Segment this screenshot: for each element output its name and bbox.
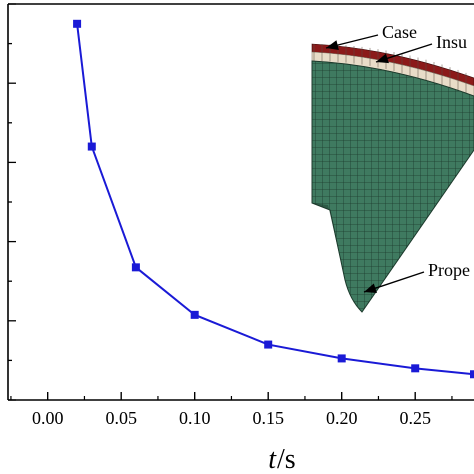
x-tick-label: 0.00 — [32, 408, 64, 428]
x-tick-label: 0.20 — [326, 408, 358, 428]
data-point — [131, 263, 140, 272]
annotations: Case Insu Prope — [382, 22, 470, 280]
series-line — [76, 23, 474, 376]
x-tick-label: 0.10 — [179, 408, 211, 428]
propellant-arrow-head — [364, 283, 377, 293]
x-tick-label: 0.15 — [252, 408, 284, 428]
data-point — [190, 310, 199, 319]
case-arrow-head — [326, 40, 339, 50]
annotation-insulation: Insu — [436, 32, 467, 52]
data-point — [411, 364, 420, 373]
x-axis-unit: /s — [277, 444, 296, 474]
annotation-propellant: Prope — [428, 260, 470, 280]
data-point — [264, 340, 273, 349]
x-tick-label: 0.05 — [105, 408, 137, 428]
series-group — [73, 19, 474, 379]
propellant-grain — [311, 60, 474, 313]
data-point — [337, 354, 346, 363]
mesh-inset — [311, 34, 474, 313]
axes: 0.00 0.05 0.10 0.15 0.20 0.25 — [7, 3, 474, 428]
x-axis-var: t — [268, 444, 277, 474]
x-tick-label: 0.25 — [399, 408, 431, 428]
data-point — [470, 370, 474, 379]
x-axis-title: t /s — [268, 444, 295, 474]
annotation-case: Case — [382, 22, 417, 42]
data-point — [87, 142, 96, 151]
insulation-arrow-head — [376, 53, 389, 64]
data-point — [73, 19, 82, 28]
